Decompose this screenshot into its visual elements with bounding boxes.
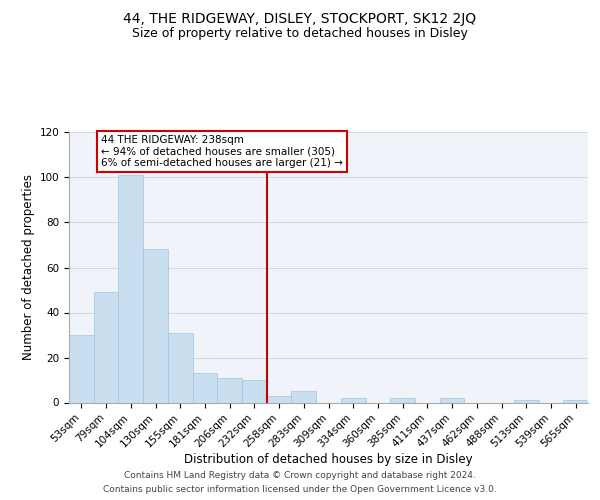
Bar bbox=[193, 373, 217, 402]
Bar bbox=[217, 378, 242, 402]
Text: 44, THE RIDGEWAY, DISLEY, STOCKPORT, SK12 2JQ: 44, THE RIDGEWAY, DISLEY, STOCKPORT, SK1… bbox=[124, 12, 476, 26]
Bar bbox=[69, 335, 94, 402]
Bar bbox=[440, 398, 464, 402]
Bar bbox=[563, 400, 588, 402]
X-axis label: Distribution of detached houses by size in Disley: Distribution of detached houses by size … bbox=[184, 453, 473, 466]
Bar bbox=[341, 398, 365, 402]
Bar bbox=[118, 175, 143, 402]
Bar bbox=[168, 333, 193, 402]
Bar bbox=[242, 380, 267, 402]
Text: Contains HM Land Registry data © Crown copyright and database right 2024.: Contains HM Land Registry data © Crown c… bbox=[124, 472, 476, 480]
Text: Contains public sector information licensed under the Open Government Licence v3: Contains public sector information licen… bbox=[103, 484, 497, 494]
Bar bbox=[292, 391, 316, 402]
Text: Size of property relative to detached houses in Disley: Size of property relative to detached ho… bbox=[132, 28, 468, 40]
Text: 44 THE RIDGEWAY: 238sqm
← 94% of detached houses are smaller (305)
6% of semi-de: 44 THE RIDGEWAY: 238sqm ← 94% of detache… bbox=[101, 134, 343, 168]
Bar bbox=[94, 292, 118, 403]
Bar bbox=[267, 396, 292, 402]
Bar bbox=[143, 250, 168, 402]
Y-axis label: Number of detached properties: Number of detached properties bbox=[22, 174, 35, 360]
Bar bbox=[390, 398, 415, 402]
Bar bbox=[514, 400, 539, 402]
